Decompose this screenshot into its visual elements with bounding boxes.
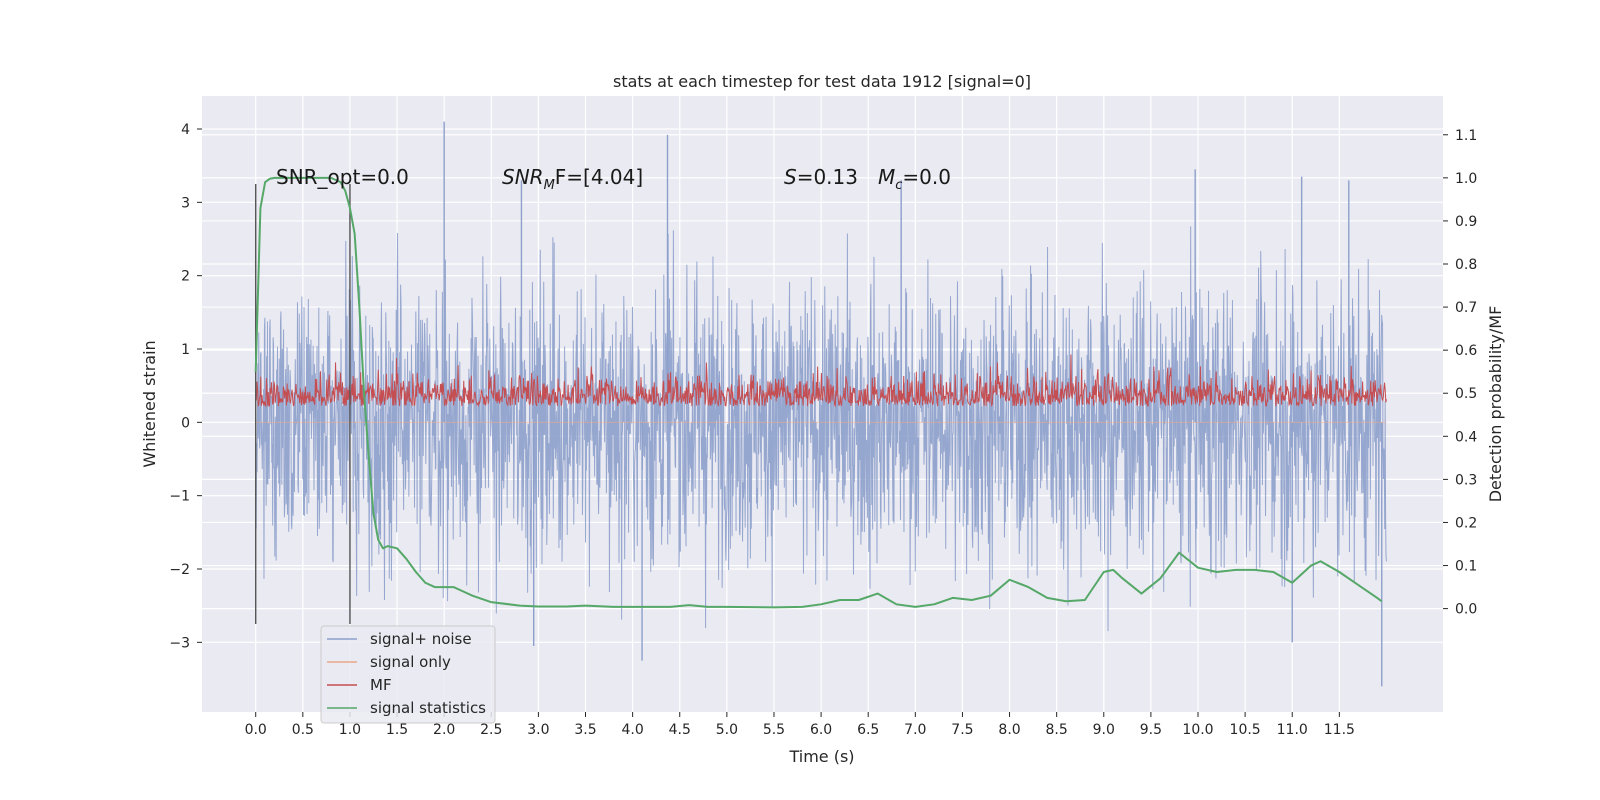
legend-label-mf: MF	[370, 676, 392, 694]
x-tick-label: 6.5	[857, 722, 879, 738]
y-tick-label-right: 0.8	[1455, 257, 1477, 273]
annotation-s-value: =0.13	[797, 165, 858, 189]
y-tick-label-right: 0.2	[1455, 515, 1477, 531]
x-tick-label: 3.5	[574, 722, 596, 738]
annotation-mc-value: =0.0	[902, 165, 951, 189]
y-tick-label-right: 1.0	[1455, 171, 1477, 187]
x-tick-label: 5.0	[716, 722, 738, 738]
x-tick-label: 1.0	[339, 722, 361, 738]
x-tick-label: 1.5	[386, 722, 408, 738]
x-tick-label: 10.5	[1230, 722, 1261, 738]
annotation-s: S=0.13	[784, 165, 858, 189]
x-axis-label: Time (s)	[788, 747, 854, 766]
y-tick-label-right: 0.9	[1455, 214, 1477, 230]
x-tick-label: 11.0	[1277, 722, 1308, 738]
y-tick-label-left: −1	[169, 489, 190, 505]
annotation-snr-mf-sub: M	[544, 178, 555, 193]
annotation-mc: Mc=0.0	[878, 165, 951, 193]
y-tick-label-left: 0	[181, 415, 190, 431]
annotation-snr-opt: SNR_opt=0.0	[276, 165, 409, 189]
legend-box	[320, 625, 496, 724]
y-tick-label-right: 0.0	[1455, 602, 1477, 618]
x-tick-label: 4.0	[621, 722, 643, 738]
chart-title: stats at each timestep for test data 191…	[613, 72, 1031, 91]
x-tick-label: 11.5	[1324, 722, 1355, 738]
y-axis-label-right: Detection probability/MF	[1486, 306, 1505, 503]
y-tick-label-left: −3	[169, 635, 190, 651]
y-tick-label-right: 0.1	[1455, 559, 1477, 575]
mf-series	[255, 354, 1387, 408]
x-tick-label: 2.5	[480, 722, 502, 738]
x-tick-label: 4.5	[669, 722, 691, 738]
x-tick-label: 7.0	[904, 722, 926, 738]
x-tick-label: 8.0	[998, 722, 1020, 738]
y-tick-label-left: 3	[181, 195, 190, 211]
y-tick-label-left: −2	[169, 562, 190, 578]
x-tick-label: 9.0	[1093, 722, 1115, 738]
signal-statistics-series	[254, 176, 1383, 609]
annotation-mc-symbol: M	[878, 165, 895, 189]
y-tick-label-right: 0.3	[1455, 472, 1477, 488]
x-tick-label: 0.0	[245, 722, 267, 738]
x-tick-label: 5.5	[763, 722, 785, 738]
x-tick-label: 7.5	[951, 722, 973, 738]
signal-statistics-line	[254, 176, 1383, 609]
annotation-snr-mf-prefix: SNR	[502, 165, 544, 189]
y-tick-label-left: 4	[181, 122, 190, 138]
legend-label-signal-noise: signal+ noise	[370, 630, 472, 648]
axes: 0.0 0.5 1.0 1.5 2.0 2.5 3.0 3.5 4.0 4.5 5.0 5.5 6.0 6…	[169, 122, 1477, 738]
legend: signal+ noise signal only MF signal stat…	[320, 625, 496, 724]
x-tick-label: 2.0	[433, 722, 455, 738]
x-tick-label: 6.0	[810, 722, 832, 738]
x-tick-label: 0.5	[292, 722, 314, 738]
vertical-markers	[255, 184, 351, 624]
x-tick-label: 3.0	[527, 722, 549, 738]
mf-line	[255, 354, 1387, 408]
y-axis-label-left: Whitened strain	[140, 340, 159, 467]
y-tick-label-right: 0.4	[1455, 429, 1477, 445]
legend-label-signal-only: signal only	[370, 653, 451, 671]
x-tick-label: 10.0	[1182, 722, 1213, 738]
annotation-s-symbol: S	[784, 165, 797, 189]
annotation-snr-mf-suffix: F=[4.04]	[555, 165, 643, 189]
y-tick-label-left: 2	[181, 269, 190, 285]
annotation-mc-sub: c	[895, 178, 902, 193]
y-tick-label-right: 0.5	[1455, 386, 1477, 402]
y-tick-label-right: 0.7	[1455, 300, 1477, 316]
legend-label-signal-statistics: signal statistics	[370, 699, 486, 717]
y-tick-label-left: 1	[181, 342, 190, 358]
annotation-snr-mf: SNRMF=[4.04]	[502, 165, 643, 193]
x-tick-label: 8.5	[1046, 722, 1068, 738]
x-tick-label: 9.5	[1140, 722, 1162, 738]
y-tick-label-right: 1.1	[1455, 128, 1477, 144]
y-tick-label-right: 0.6	[1455, 343, 1477, 359]
